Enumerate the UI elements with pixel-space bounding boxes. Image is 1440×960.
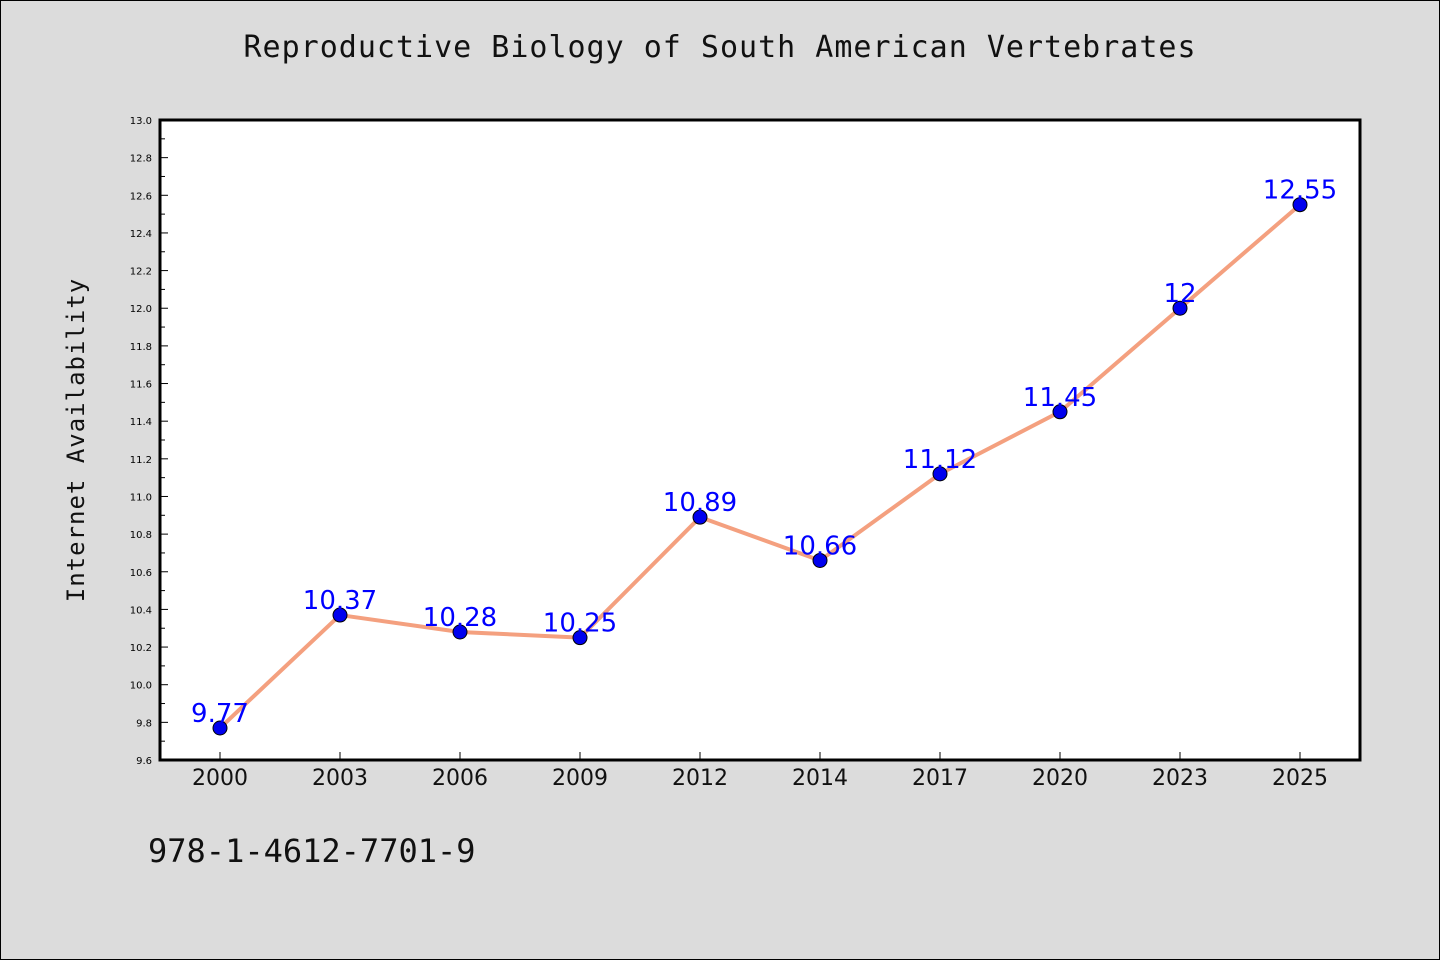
x-tick-label: 2003 [312, 766, 368, 791]
y-tick-label: 9.6 [136, 756, 152, 767]
y-tick-label: 13.0 [130, 116, 152, 127]
data-point [1172, 300, 1188, 316]
y-tick-label: 10.6 [130, 568, 152, 579]
y-tick-label: 9.8 [136, 718, 152, 729]
x-tick-label: 2014 [792, 766, 848, 791]
chart-title: Reproductive Biology of South American V… [243, 30, 1197, 65]
data-point [452, 624, 468, 640]
data-label: 10.89 [663, 488, 737, 518]
x-tick-label: 2009 [552, 766, 608, 791]
y-tick-label: 12.6 [130, 191, 152, 202]
data-point [572, 630, 588, 646]
data-point [812, 552, 828, 568]
data-label: 10.66 [783, 531, 857, 561]
x-tick-label: 2020 [1032, 766, 1088, 791]
x-tick-label: 2025 [1272, 766, 1328, 791]
y-tick-label: 12.0 [130, 304, 152, 315]
x-tick-label: 2006 [432, 766, 488, 791]
data-point [1052, 404, 1068, 420]
data-label: 12 [1163, 279, 1196, 309]
y-tick-label: 11.4 [130, 417, 152, 428]
y-tick-label: 10.8 [130, 530, 152, 541]
y-tick-label: 12.4 [130, 229, 152, 240]
data-point [932, 466, 948, 482]
x-tick-label: 2017 [912, 766, 968, 791]
data-point [692, 509, 708, 525]
y-axis-label: Internet Availability [62, 278, 90, 602]
data-label: 10.37 [303, 586, 377, 616]
x-tick-label: 2012 [672, 766, 728, 791]
footer-isbn: 978-1-4612-7701-9 [148, 832, 476, 870]
series-line [218, 202, 1302, 730]
data-label: 12.55 [1263, 176, 1337, 206]
plot-frame [158, 118, 1362, 762]
y-tick-label: 11.6 [130, 380, 152, 391]
data-label: 9.77 [191, 699, 249, 729]
data-point [1292, 197, 1308, 213]
y-tick-label: 10.4 [130, 605, 152, 616]
data-label: 10.25 [543, 609, 617, 639]
y-tick-label: 11.2 [130, 455, 152, 466]
y-tick-label: 11.8 [130, 342, 152, 353]
data-point [332, 607, 348, 623]
y-tick-label: 10.2 [130, 643, 152, 654]
data-label: 10.28 [423, 603, 497, 633]
data-label: 11.12 [903, 445, 977, 475]
data-point [212, 720, 228, 736]
x-tick-label: 2023 [1152, 766, 1208, 791]
plot-area [160, 120, 1360, 760]
y-tick-label: 12.8 [130, 154, 152, 165]
x-tick-label: 2000 [192, 766, 248, 791]
data-label: 11.45 [1023, 383, 1097, 413]
y-tick-label: 11.0 [130, 492, 152, 503]
y-tick-label: 12.2 [130, 267, 152, 278]
y-tick-label: 10.0 [130, 681, 152, 692]
